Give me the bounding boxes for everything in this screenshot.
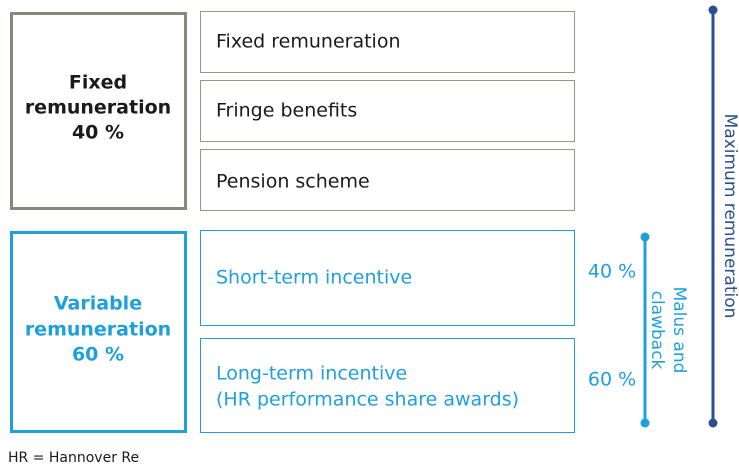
- variable-summary-line: 60 %: [72, 344, 124, 366]
- fixed-summary-line: Fixed: [69, 72, 127, 94]
- malus-dot: [640, 232, 650, 242]
- share-label: 60 %: [588, 369, 636, 391]
- maximum-label: Maximum remuneration: [720, 114, 739, 319]
- fixed-component: Pension scheme: [216, 171, 370, 193]
- share-label: 40 %: [588, 261, 636, 283]
- malus-label-line: clawback: [647, 291, 667, 370]
- variable-summary-line: Variable: [54, 293, 142, 315]
- variable-component-box: [200, 338, 575, 433]
- malus-label-line: Malus and: [669, 287, 689, 374]
- variable-component: (HR performance share awards): [216, 389, 519, 411]
- fixed-summary-line: 40 %: [72, 122, 124, 144]
- variable-summary-box: [10, 231, 187, 433]
- fixed-component-box: [200, 11, 575, 73]
- fixed-component-box: [200, 80, 575, 142]
- variable-component: Long-term incentive: [216, 363, 407, 385]
- variable-summary-line: remuneration: [25, 319, 171, 341]
- malus-dot: [640, 418, 650, 428]
- fixed-component: Fringe benefits: [216, 100, 357, 122]
- fixed-component-box: [200, 149, 575, 211]
- variable-component-box: [200, 230, 575, 326]
- footnote: HR = Hannover Re: [8, 450, 139, 466]
- fixed-summary-line: remuneration: [25, 97, 171, 119]
- fixed-summary-box: [10, 12, 187, 210]
- variable-component: Short-term incentive: [216, 267, 412, 289]
- maximum-dot: [708, 418, 718, 428]
- malus-label: Malus and clawback: [647, 287, 689, 374]
- maximum-dot: [708, 5, 718, 15]
- fixed-component: Fixed remuneration: [216, 31, 401, 53]
